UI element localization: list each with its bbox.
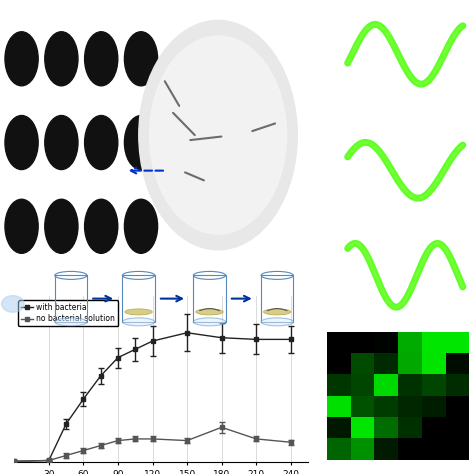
Bar — [261, 275, 293, 322]
Bar — [351, 374, 374, 396]
Circle shape — [5, 116, 38, 170]
Bar — [374, 374, 398, 396]
Circle shape — [139, 20, 297, 250]
Bar — [374, 438, 398, 460]
Bar — [446, 374, 469, 396]
Bar — [327, 396, 351, 417]
Bar — [398, 396, 422, 417]
Bar — [374, 353, 398, 374]
Bar — [422, 353, 446, 374]
Ellipse shape — [122, 318, 155, 326]
Circle shape — [124, 32, 157, 86]
Bar — [351, 353, 374, 374]
Circle shape — [5, 199, 38, 253]
Bar — [374, 396, 398, 417]
Circle shape — [45, 32, 78, 86]
Circle shape — [124, 199, 157, 253]
Circle shape — [84, 32, 118, 86]
Bar — [422, 374, 446, 396]
Ellipse shape — [1, 296, 24, 312]
Bar — [422, 417, 446, 438]
Bar — [327, 332, 351, 353]
Ellipse shape — [193, 318, 226, 326]
Bar — [351, 396, 374, 417]
Ellipse shape — [125, 309, 152, 315]
Bar — [422, 332, 446, 353]
Bar — [398, 353, 422, 374]
Circle shape — [45, 116, 78, 170]
Ellipse shape — [261, 318, 293, 326]
Bar — [55, 275, 87, 322]
Legend: with bacteria, no bacterial solution: with bacteria, no bacterial solution — [18, 300, 118, 327]
Bar — [327, 374, 351, 396]
Bar — [327, 438, 351, 460]
Bar — [422, 396, 446, 417]
Bar — [351, 417, 374, 438]
Ellipse shape — [264, 309, 291, 315]
Bar — [351, 332, 374, 353]
Bar — [374, 417, 398, 438]
Circle shape — [150, 36, 286, 234]
Ellipse shape — [196, 309, 223, 315]
Bar — [193, 275, 226, 322]
Bar — [398, 374, 422, 396]
Bar — [351, 438, 374, 460]
Circle shape — [84, 199, 118, 253]
Bar — [446, 353, 469, 374]
Bar — [398, 332, 422, 353]
Bar — [374, 332, 398, 353]
Bar — [398, 438, 422, 460]
Bar — [327, 353, 351, 374]
Circle shape — [84, 116, 118, 170]
Bar — [446, 438, 469, 460]
Ellipse shape — [55, 318, 87, 326]
Bar — [327, 417, 351, 438]
Circle shape — [5, 32, 38, 86]
Bar — [446, 417, 469, 438]
Bar — [122, 275, 155, 322]
Bar — [422, 438, 446, 460]
Circle shape — [124, 116, 157, 170]
Bar — [398, 417, 422, 438]
Circle shape — [45, 199, 78, 253]
Bar — [446, 396, 469, 417]
Bar — [446, 332, 469, 353]
